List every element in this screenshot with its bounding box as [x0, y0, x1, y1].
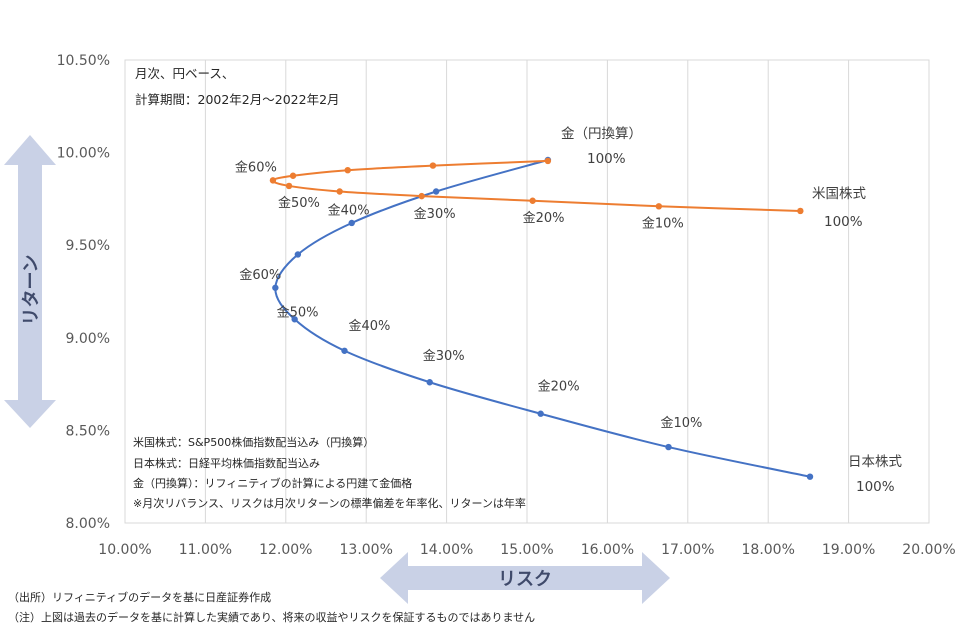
- x-tick-label: 18.00%: [742, 542, 795, 558]
- data-label: 金60%: [235, 159, 277, 175]
- data-point: [529, 197, 536, 204]
- data-label: 金30%: [414, 206, 456, 222]
- data-label: 金60%: [239, 267, 281, 283]
- data-label: 金20%: [523, 210, 565, 226]
- y-tick-label: 8.00%: [66, 516, 110, 532]
- x-tick-label: 16.00%: [581, 542, 634, 558]
- data-point: [537, 410, 544, 417]
- series-line-1: [271, 159, 801, 212]
- annotation-top-line-2: 計算期間：2002年2月～2022年2月: [135, 92, 340, 107]
- y-tick-label: 9.50%: [66, 238, 110, 254]
- series-layer: [269, 156, 814, 480]
- gold-end-value: 100%: [587, 151, 626, 167]
- data-label: 金40%: [348, 318, 390, 334]
- data-label: 金50%: [278, 195, 320, 211]
- data-point: [269, 177, 277, 184]
- data-label: 金40%: [328, 202, 370, 218]
- x-tick-label: 17.00%: [661, 542, 714, 558]
- footnote-source: （出所）リフィニティブのデータを基に日産証券作成: [8, 590, 271, 604]
- data-point: [426, 379, 433, 386]
- y-tick-labels: 8.00% 8.50% 9.00% 9.50% 10.00% 10.50%: [57, 53, 110, 532]
- us-stock-end-label: 米国株式: [812, 186, 866, 202]
- x-tick-label: 12.00%: [259, 542, 312, 558]
- us-stock-end-value: 100%: [824, 214, 863, 230]
- footnote-disclaimer: （注）上図は過去のデータを基に計算した実績であり、将来の収益やリスクを保証するも…: [8, 610, 535, 624]
- x-tick-label: 11.00%: [179, 542, 232, 558]
- data-label: 金10%: [661, 415, 703, 431]
- data-point: [336, 188, 343, 195]
- x-tick-label: 15.00%: [500, 542, 553, 558]
- data-point: [797, 207, 804, 215]
- data-point: [344, 166, 351, 174]
- data-point: [272, 284, 279, 291]
- jp-stock-end-label: 日本株式: [848, 454, 902, 470]
- x-tick-labels: 10.00% 11.00% 12.00% 13.00% 14.00% 15.00% 16.0…: [98, 542, 955, 558]
- point-labels: 金10% 金20% 金30% 金40% 金50% 金60% 金10% 金20% 金30% 金40%…: [235, 159, 702, 431]
- data-label: 金20%: [538, 379, 580, 395]
- y-tick-label: 8.50%: [66, 423, 110, 439]
- gridlines: [204, 60, 850, 523]
- series-line-0: [274, 159, 811, 478]
- data-label: 金10%: [642, 215, 684, 231]
- data-point: [665, 443, 672, 451]
- data-point: [341, 347, 348, 354]
- data-point: [348, 219, 355, 227]
- y-tick-label: 10.00%: [57, 146, 110, 162]
- data-label: 金30%: [423, 348, 465, 364]
- annotation-box-line-3: 金（円換算）：リフィニティブの計算による円建て金価格: [133, 476, 412, 490]
- y-axis-arrow: リターン: [4, 135, 56, 428]
- data-point: [294, 251, 302, 258]
- data-point: [418, 192, 425, 200]
- x-axis-arrow: リスク: [380, 552, 670, 604]
- y-tick-label: 9.00%: [66, 331, 110, 347]
- y-tick-label: 10.50%: [57, 53, 110, 69]
- data-point: [289, 172, 297, 179]
- gold-end-label: 金（円換算）: [561, 126, 642, 142]
- x-axis-title: リスク: [498, 569, 552, 590]
- x-tick-label: 19.00%: [822, 542, 875, 558]
- x-tick-label: 10.00%: [98, 542, 151, 558]
- data-point: [429, 162, 437, 169]
- data-point: [285, 182, 293, 190]
- data-point: [806, 473, 814, 480]
- data-label: 金50%: [277, 304, 319, 320]
- x-tick-label: 14.00%: [420, 542, 473, 558]
- annotation-box-line-1: 米国株式：S&P500株価指数配当込み（円換算）: [133, 435, 374, 449]
- data-point: [432, 188, 440, 195]
- data-point: [291, 316, 298, 323]
- data-point: [544, 157, 552, 165]
- x-tick-label: 13.00%: [340, 542, 393, 558]
- x-tick-label: 20.00%: [902, 542, 955, 558]
- jp-stock-end-value: 100%: [856, 479, 895, 495]
- data-point: [655, 203, 663, 210]
- annotation-box-line-4: ※月次リバランス、リスクは月次リターンの標準偏差を年率化、リターンは年率: [133, 496, 526, 510]
- annotation-top-line-1: 月次、円ベース、: [135, 66, 234, 81]
- annotation-box-line-2: 日本株式：日経平均株価指数配当込み: [133, 456, 320, 470]
- y-axis-title: リターン: [21, 254, 42, 325]
